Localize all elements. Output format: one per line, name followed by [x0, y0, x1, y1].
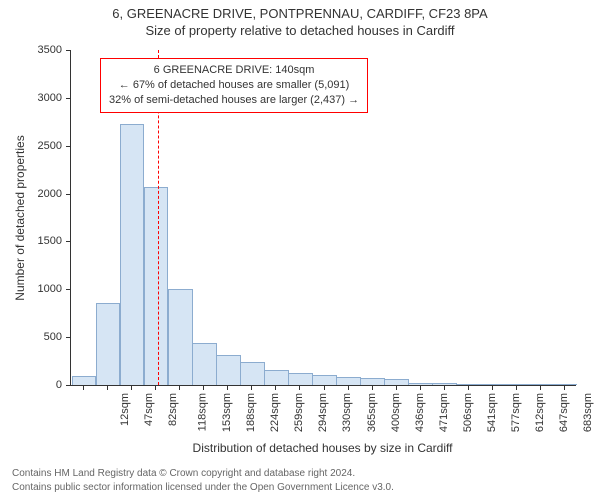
histogram-bar	[168, 289, 193, 385]
title-line2: Size of property relative to detached ho…	[0, 23, 600, 38]
footer: Contains HM Land Registry data © Crown c…	[12, 467, 394, 494]
ytick-label: 3000	[22, 92, 62, 104]
title-line1: 6, GREENACRE DRIVE, PONTPRENNAU, CARDIFF…	[0, 6, 600, 21]
xtick-label: 612sqm	[534, 393, 546, 432]
callout-box: 6 GREENACRE DRIVE: 140sqm ← 67% of detac…	[100, 58, 368, 113]
histogram-bar	[553, 384, 578, 386]
histogram-bar	[360, 378, 385, 385]
ytick-mark	[66, 385, 71, 386]
ytick-mark	[66, 50, 71, 51]
xtick-label: 506sqm	[462, 393, 474, 432]
xtick-mark	[492, 385, 493, 390]
xtick-label: 12sqm	[119, 393, 131, 426]
ytick-mark	[66, 241, 71, 242]
xtick-label: 82sqm	[167, 393, 179, 426]
ytick-label: 1000	[22, 283, 62, 295]
histogram-bar	[216, 355, 241, 385]
histogram-bar	[192, 343, 217, 385]
ytick-mark	[66, 194, 71, 195]
ytick-label: 2500	[22, 140, 62, 152]
xtick-mark	[564, 385, 565, 390]
xtick-label: 47sqm	[143, 393, 155, 426]
ytick-mark	[66, 337, 71, 338]
xtick-mark	[372, 385, 373, 390]
xtick-mark	[348, 385, 349, 390]
xtick-label: 153sqm	[221, 393, 233, 432]
histogram-bar	[72, 376, 97, 385]
xtick-mark	[107, 385, 108, 390]
callout-line1: 6 GREENACRE DRIVE: 140sqm	[109, 63, 359, 78]
xtick-mark	[420, 385, 421, 390]
xtick-label: 259sqm	[293, 393, 305, 432]
xtick-mark	[227, 385, 228, 390]
xtick-label: 294sqm	[318, 393, 330, 432]
histogram-bar	[120, 124, 145, 385]
xtick-label: 647sqm	[558, 393, 570, 432]
x-axis-label: Distribution of detached houses by size …	[70, 441, 575, 455]
xtick-label: 577sqm	[510, 393, 522, 432]
xtick-mark	[444, 385, 445, 390]
xtick-mark	[275, 385, 276, 390]
xtick-mark	[179, 385, 180, 390]
ytick-label: 0	[22, 379, 62, 391]
footer-line2: Contains public sector information licen…	[12, 481, 394, 495]
xtick-label: 118sqm	[196, 393, 208, 431]
histogram-bar	[144, 187, 169, 385]
footer-line1: Contains HM Land Registry data © Crown c…	[12, 467, 394, 481]
ytick-mark	[66, 289, 71, 290]
xtick-label: 683sqm	[582, 393, 594, 432]
xtick-label: 224sqm	[269, 393, 281, 432]
ytick-mark	[66, 98, 71, 99]
histogram-bar	[336, 377, 361, 385]
xtick-mark	[251, 385, 252, 390]
ytick-label: 1500	[22, 235, 62, 247]
ytick-label: 2000	[22, 188, 62, 200]
xtick-label: 471sqm	[438, 393, 450, 432]
xtick-label: 365sqm	[366, 393, 378, 432]
ytick-label: 500	[22, 331, 62, 343]
histogram-bar	[505, 384, 530, 386]
callout-line3: 32% of semi-detached houses are larger (…	[109, 93, 359, 108]
xtick-mark	[155, 385, 156, 390]
chart-container: 6, GREENACRE DRIVE, PONTPRENNAU, CARDIFF…	[0, 0, 600, 500]
histogram-bar	[312, 375, 337, 385]
xtick-mark	[131, 385, 132, 390]
xtick-mark	[468, 385, 469, 390]
histogram-bar	[264, 370, 289, 385]
ytick-label: 3500	[22, 44, 62, 56]
xtick-mark	[83, 385, 84, 390]
xtick-mark	[203, 385, 204, 390]
xtick-mark	[299, 385, 300, 390]
xtick-mark	[324, 385, 325, 390]
xtick-label: 400sqm	[390, 393, 402, 432]
ytick-mark	[66, 146, 71, 147]
xtick-label: 188sqm	[245, 393, 257, 432]
xtick-label: 541sqm	[486, 393, 498, 432]
histogram-bar	[96, 303, 121, 385]
xtick-mark	[516, 385, 517, 390]
histogram-bar	[529, 384, 554, 386]
title-block: 6, GREENACRE DRIVE, PONTPRENNAU, CARDIFF…	[0, 6, 600, 38]
callout-line2: ← 67% of detached houses are smaller (5,…	[109, 78, 359, 93]
histogram-bar	[288, 373, 313, 385]
xtick-label: 330sqm	[342, 393, 354, 432]
xtick-mark	[540, 385, 541, 390]
xtick-mark	[396, 385, 397, 390]
histogram-bar	[240, 362, 265, 385]
xtick-label: 436sqm	[414, 393, 426, 432]
